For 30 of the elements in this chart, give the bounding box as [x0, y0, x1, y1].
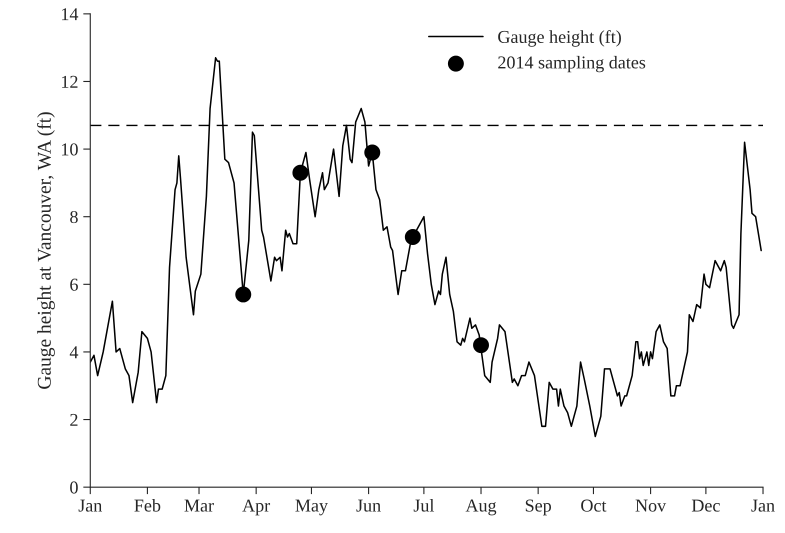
y-tick-label: 10 [62, 143, 78, 156]
point [364, 144, 380, 160]
y-tick-label: 2 [70, 414, 78, 426]
legend-label: 2014 sampling dates [498, 56, 646, 72]
y-tick-label: 0 [70, 481, 78, 494]
x-tick-label: Jun [356, 500, 381, 512]
x-tick-label: Mar [184, 500, 214, 512]
point [473, 337, 489, 354]
point [404, 229, 421, 245]
x-tick-label: Sep [526, 500, 551, 516]
x-tick-label: Jan [78, 500, 102, 512]
x-tick-label: Apr [242, 500, 270, 516]
x-tick-label: Nov [636, 500, 666, 512]
line-series [90, 57, 762, 438]
y-tick-label: 4 [70, 346, 78, 358]
x-tick-label: Jan [751, 500, 775, 512]
y-tick-label: 12 [62, 76, 78, 88]
legend-label: Gauge height (ft) [498, 30, 621, 47]
x-tick-label: Oct [581, 500, 606, 512]
x-tick-label: Aug [466, 500, 496, 516]
x-tick-label: Jul [414, 498, 434, 512]
y-tick-label: 8 [70, 210, 78, 224]
x-tick-label: May [295, 500, 328, 516]
y-axis-title: Gauge height at Vancouver, WA (ft) [36, 112, 55, 389]
point [235, 286, 252, 302]
x-tick-label: Dec [692, 500, 720, 512]
x-tick-label: Feb [134, 498, 160, 512]
y-tick-label: 14 [62, 8, 78, 20]
y-tick-label: 6 [70, 278, 78, 291]
point [292, 164, 308, 181]
